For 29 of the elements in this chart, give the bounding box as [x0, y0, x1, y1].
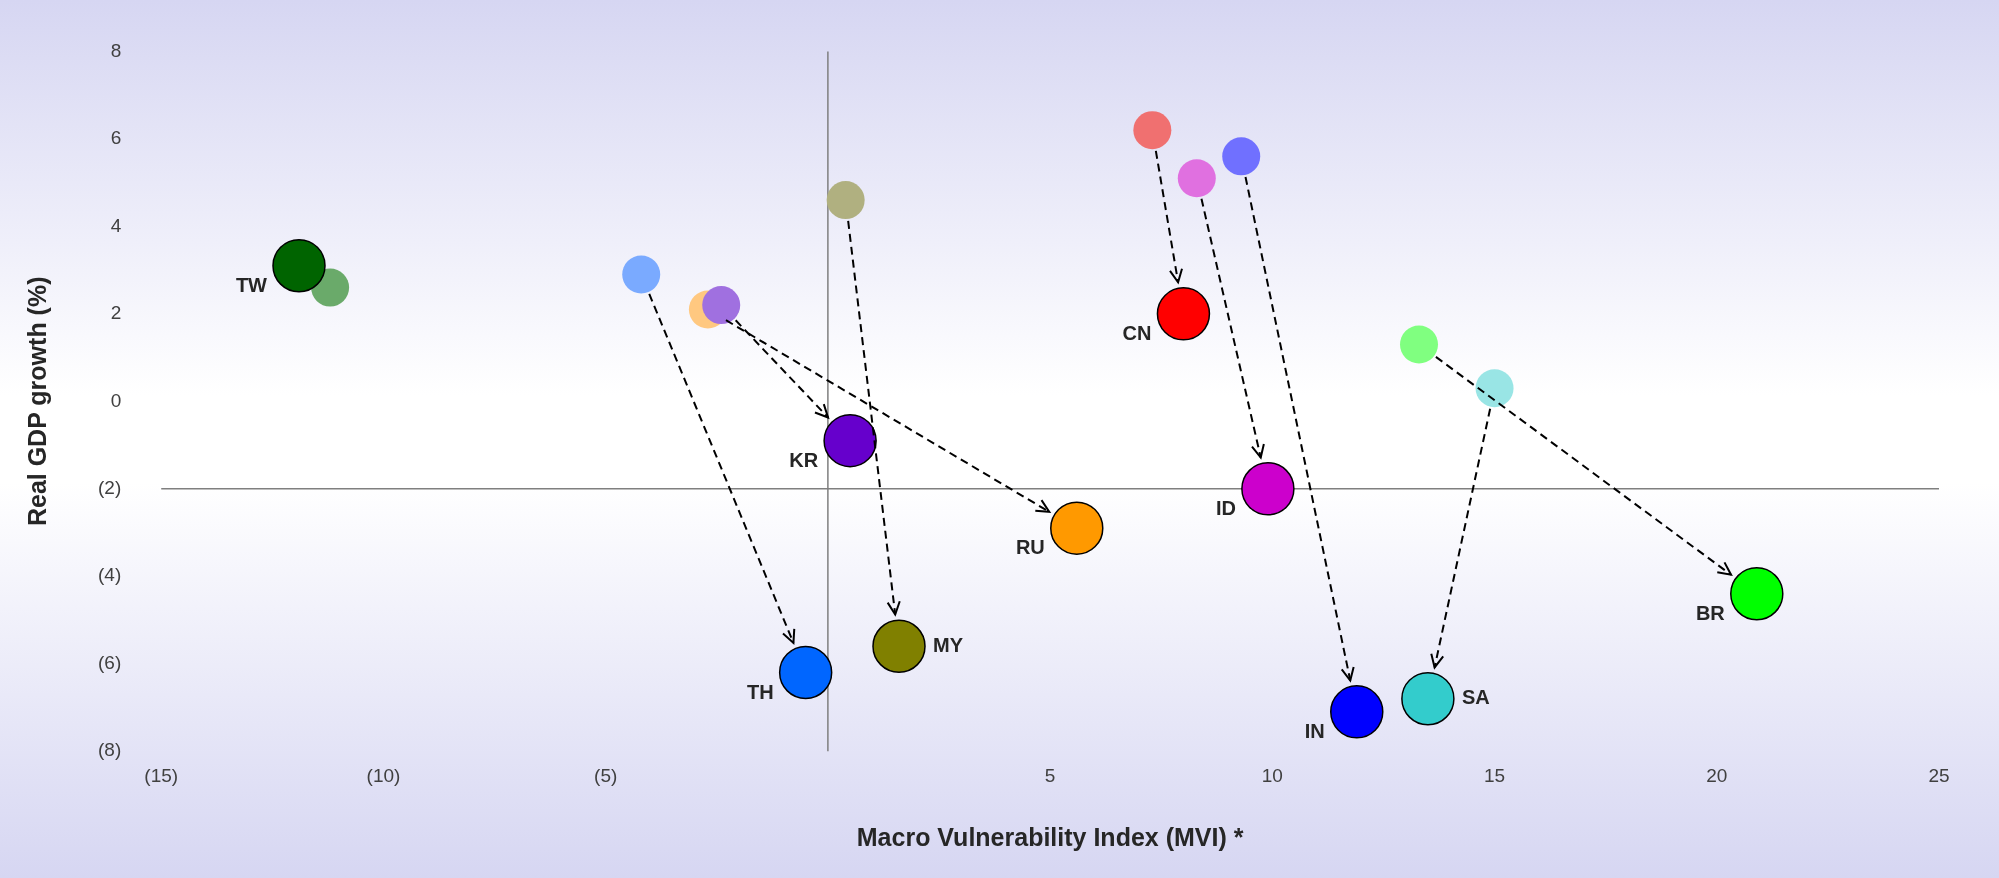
x-tick-label: 5: [1044, 764, 1056, 786]
y-axis-title: Real GDP growth (%): [22, 276, 51, 527]
x-tick-label: (10): [366, 764, 401, 786]
y-tick-label: 2: [110, 302, 122, 324]
x-tick-label: 15: [1483, 764, 1506, 786]
x-tick-label: 10: [1261, 764, 1283, 786]
series-label: IN: [1304, 720, 1325, 743]
series-label: ID: [1215, 497, 1236, 520]
x-tick-label: (5): [594, 764, 618, 786]
x-tick-label: (15): [144, 764, 179, 786]
series-label: MY: [933, 633, 964, 656]
y-tick-label: (4): [97, 564, 122, 586]
y-tick-label: 0: [110, 389, 122, 411]
x-axis-title: Macro Vulnerability Index (MVI) *: [856, 822, 1244, 851]
y-tick-label: 4: [110, 214, 122, 236]
y-tick-label: 8: [110, 39, 122, 61]
series-label: BR: [1695, 602, 1726, 625]
x-tick-label: 25: [1928, 764, 1950, 786]
x-tick-label: 20: [1706, 764, 1728, 786]
series-label: TW: [235, 274, 268, 297]
y-tick-label: 6: [110, 127, 122, 149]
y-tick-label: (2): [97, 477, 122, 499]
y-tick-label: (8): [97, 739, 122, 761]
series-label: TH: [746, 680, 774, 703]
y-tick-label: (6): [97, 651, 122, 673]
series-label: CN: [1122, 322, 1152, 345]
series-label: SA: [1461, 686, 1490, 709]
series-label: KR: [789, 448, 819, 471]
series-label: RU: [1015, 536, 1045, 559]
